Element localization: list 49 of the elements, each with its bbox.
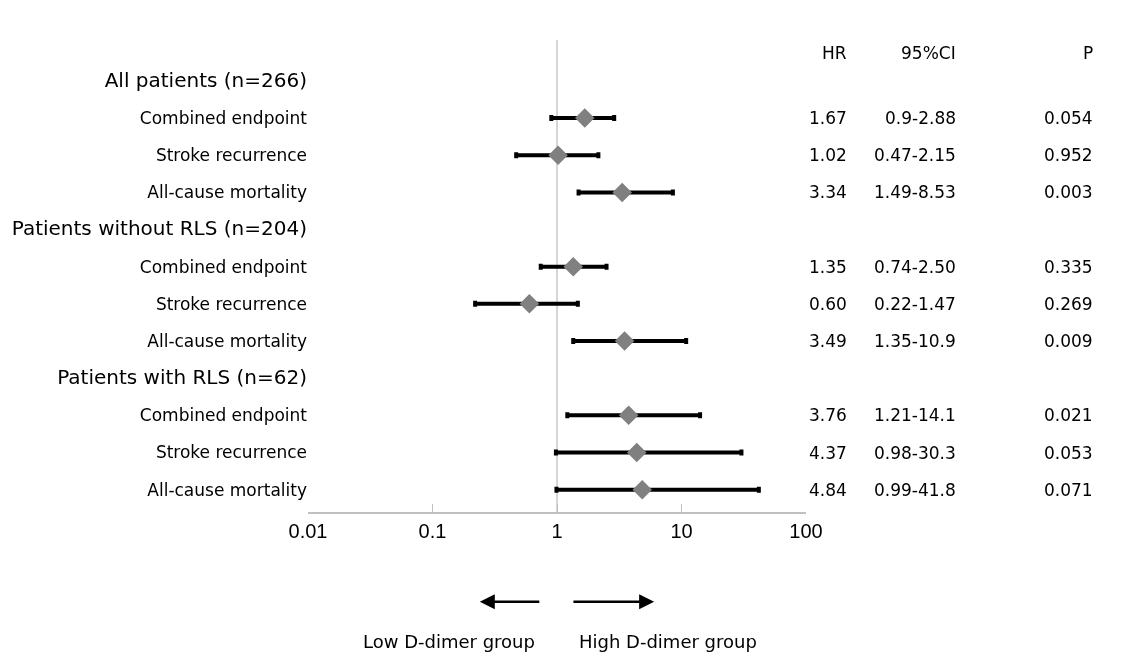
data-label: 3.34 [809, 182, 847, 202]
data-label: 3.49 [809, 331, 847, 351]
text: 0.98-30.3 [874, 443, 956, 463]
text: 0.054 [1044, 108, 1093, 128]
data-label: 1.67 [809, 108, 847, 128]
y-tick-label: Patients without RLS (n=204) [11, 216, 307, 241]
y-tick-label: Combined endpoint [139, 256, 308, 277]
text: P [1083, 43, 1094, 63]
text: 0.071 [1044, 480, 1093, 500]
y-tick-label: Patients with RLS (n=62) [57, 365, 307, 390]
text: Low D-dimer group [363, 631, 535, 652]
text: 0.053 [1044, 443, 1093, 463]
x-tick-label: 10 [670, 519, 693, 542]
text: 1.35-10.9 [874, 331, 956, 351]
text: 0.9-2.88 [885, 108, 957, 128]
data-label: 3.76 [809, 405, 847, 425]
y-tick-label: Stroke recurrence [155, 145, 307, 166]
text: 95%CI [901, 43, 956, 63]
y-tick-label: Stroke recurrence [155, 293, 307, 314]
data-label: 1.02 [809, 145, 847, 165]
text: 0.269 [1044, 294, 1093, 314]
data-label: 4.84 [809, 480, 847, 500]
data-label: 0.60 [809, 294, 847, 314]
text: 0.335 [1044, 257, 1093, 277]
text: 0.22-1.47 [874, 294, 956, 314]
x-tick-label: 100 [789, 519, 823, 542]
text: 0.47-2.15 [874, 145, 956, 165]
x-tick-label: 0.01 [288, 519, 328, 542]
text: 1.21-14.1 [874, 405, 956, 425]
y-tick-label: Stroke recurrence [155, 442, 307, 463]
text: High D-dimer group [579, 631, 757, 652]
data-label: 4.37 [809, 443, 847, 463]
y-tick-label: All patients (n=266) [104, 67, 307, 92]
x-tick-label: 0.1 [418, 519, 447, 542]
y-tick-label: All-cause mortality [147, 330, 307, 351]
y-tick-label: Combined endpoint [139, 405, 308, 426]
data-label: 1.35 [809, 257, 847, 277]
text: 0.74-2.50 [874, 257, 956, 277]
text: HR [822, 43, 847, 63]
text: 0.021 [1044, 405, 1093, 425]
text: 0.99-41.8 [874, 480, 956, 500]
y-tick-label: Combined endpoint [139, 108, 308, 128]
text: 1.49-8.53 [874, 182, 956, 202]
x-tick-label: 1 [551, 519, 563, 542]
y-tick-label: All-cause mortality [147, 479, 307, 500]
text: 0.009 [1044, 331, 1093, 351]
y-tick-label: All-cause mortality [147, 182, 307, 203]
text: 0.003 [1044, 182, 1093, 202]
text: 0.952 [1044, 145, 1093, 165]
